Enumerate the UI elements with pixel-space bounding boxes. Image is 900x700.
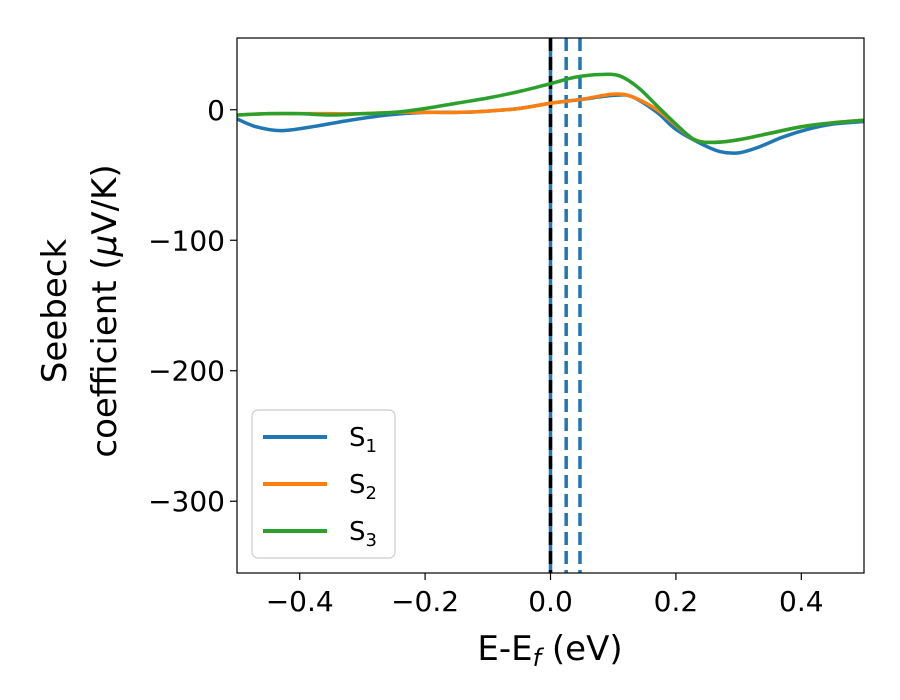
x-tick-label: −0.4 [266, 585, 334, 618]
series-line-s3 [237, 72, 864, 145]
legend-label-s1: S1 [349, 423, 377, 457]
y-axis-label: Seebeck coefficient (μV/K) [35, 164, 125, 457]
vertical-lines-group [548, 38, 582, 573]
y-axis-label-line2: coefficient (μV/K) [85, 164, 125, 457]
legend-label-s2: S2 [349, 470, 377, 504]
legend: S1 S2 S3 [251, 409, 396, 559]
x-tick-label: −0.2 [391, 585, 459, 618]
y-tick-label: 0 [207, 94, 225, 127]
legend-label-s3: S3 [349, 517, 377, 551]
y-tick-label: −200 [148, 355, 225, 388]
x-tick-label: 0.0 [528, 585, 573, 618]
y-tick-label: −100 [148, 224, 225, 257]
series-group [237, 72, 864, 155]
y-tick-label: −300 [148, 485, 225, 518]
y-axis-label-line1: Seebeck [35, 239, 75, 384]
y-axis-ticks: 0 −100 −200 −300 [148, 94, 237, 518]
x-tick-label: 0.4 [779, 585, 824, 618]
x-axis-label: E-Ef (eV) [477, 629, 622, 672]
x-tick-label: 0.2 [654, 585, 699, 618]
x-axis-ticks: −0.4 −0.2 0.0 0.2 0.4 [266, 573, 824, 618]
